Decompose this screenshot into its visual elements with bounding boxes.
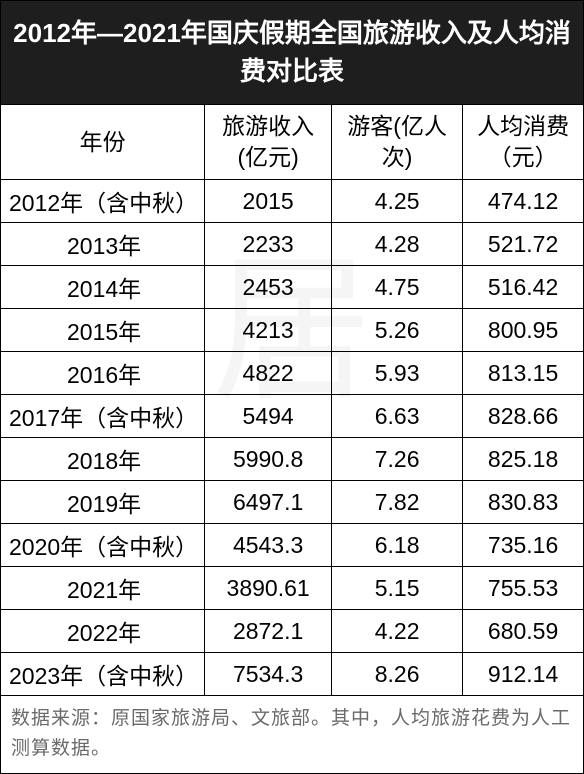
cell-tourists: 7.82 (332, 481, 463, 524)
cell-year: 2014年 (1, 266, 205, 309)
table-row: 2012年（含中秋）20154.25474.12 (1, 180, 584, 223)
cell-percap: 825.18 (463, 438, 584, 481)
cell-percap: 830.83 (463, 481, 584, 524)
col-revenue: 旅游收入 (亿元) (205, 105, 332, 180)
cell-year: 2022年 (1, 610, 205, 653)
cell-revenue: 4822 (205, 352, 332, 395)
cell-percap: 474.12 (463, 180, 584, 223)
cell-year: 2017年（含中秋） (1, 395, 205, 438)
data-source-note: 数据来源：原国家旅游局、文旅部。其中，人均旅游花费为人工测算数据。 (1, 696, 584, 774)
table-row: 2020年（含中秋）4543.36.18735.16 (1, 524, 584, 567)
table-row: 2014年24534.75516.42 (1, 266, 584, 309)
cell-year: 2019年 (1, 481, 205, 524)
table-row: 2016年48225.93813.15 (1, 352, 584, 395)
col-percap: 人均消费 （元） (463, 105, 584, 180)
cell-tourists: 6.63 (332, 395, 463, 438)
cell-percap: 828.66 (463, 395, 584, 438)
cell-percap: 813.15 (463, 352, 584, 395)
cell-revenue: 7534.3 (205, 653, 332, 696)
cell-tourists: 8.26 (332, 653, 463, 696)
table-row: 2015年42135.26800.95 (1, 309, 584, 352)
cell-tourists: 7.26 (332, 438, 463, 481)
tourism-table: 2012年—2021年国庆假期全国旅游收入及人均消费对比表 年份 旅游收入 (亿… (0, 0, 584, 774)
table-row: 2022年2872.14.22680.59 (1, 610, 584, 653)
cell-tourists: 5.93 (332, 352, 463, 395)
cell-revenue: 5494 (205, 395, 332, 438)
cell-revenue: 4213 (205, 309, 332, 352)
table-row: 2023年（含中秋）7534.38.26912.14 (1, 653, 584, 696)
cell-tourists: 5.26 (332, 309, 463, 352)
cell-tourists: 5.15 (332, 567, 463, 610)
cell-revenue: 6497.1 (205, 481, 332, 524)
table-row: 2019年6497.17.82830.83 (1, 481, 584, 524)
cell-revenue: 2453 (205, 266, 332, 309)
cell-year: 2015年 (1, 309, 205, 352)
table-title: 2012年—2021年国庆假期全国旅游收入及人均消费对比表 (1, 1, 584, 105)
table-body: 2012年（含中秋）20154.25474.122013年22334.28521… (1, 180, 584, 696)
cell-revenue: 5990.8 (205, 438, 332, 481)
cell-year: 2021年 (1, 567, 205, 610)
cell-year: 2012年（含中秋） (1, 180, 205, 223)
cell-revenue: 2015 (205, 180, 332, 223)
cell-percap: 755.53 (463, 567, 584, 610)
cell-tourists: 4.28 (332, 223, 463, 266)
cell-year: 2020年（含中秋） (1, 524, 205, 567)
cell-percap: 800.95 (463, 309, 584, 352)
table-row: 2013年22334.28521.72 (1, 223, 584, 266)
cell-year: 2016年 (1, 352, 205, 395)
cell-tourists: 6.18 (332, 524, 463, 567)
cell-tourists: 4.25 (332, 180, 463, 223)
cell-percap: 516.42 (463, 266, 584, 309)
cell-tourists: 4.75 (332, 266, 463, 309)
cell-percap: 521.72 (463, 223, 584, 266)
cell-percap: 680.59 (463, 610, 584, 653)
cell-year: 2023年（含中秋） (1, 653, 205, 696)
cell-percap: 912.14 (463, 653, 584, 696)
cell-revenue: 3890.61 (205, 567, 332, 610)
cell-percap: 735.16 (463, 524, 584, 567)
col-year: 年份 (1, 105, 205, 180)
col-tourists: 游客(亿人次) (332, 105, 463, 180)
table-row: 2021年3890.615.15755.53 (1, 567, 584, 610)
cell-tourists: 4.22 (332, 610, 463, 653)
cell-year: 2013年 (1, 223, 205, 266)
table-row: 2018年5990.87.26825.18 (1, 438, 584, 481)
cell-year: 2018年 (1, 438, 205, 481)
column-header-row: 年份 旅游收入 (亿元) 游客(亿人次) 人均消费 （元） (1, 105, 584, 180)
cell-revenue: 4543.3 (205, 524, 332, 567)
table-row: 2017年（含中秋）54946.63828.66 (1, 395, 584, 438)
cell-revenue: 2872.1 (205, 610, 332, 653)
cell-revenue: 2233 (205, 223, 332, 266)
